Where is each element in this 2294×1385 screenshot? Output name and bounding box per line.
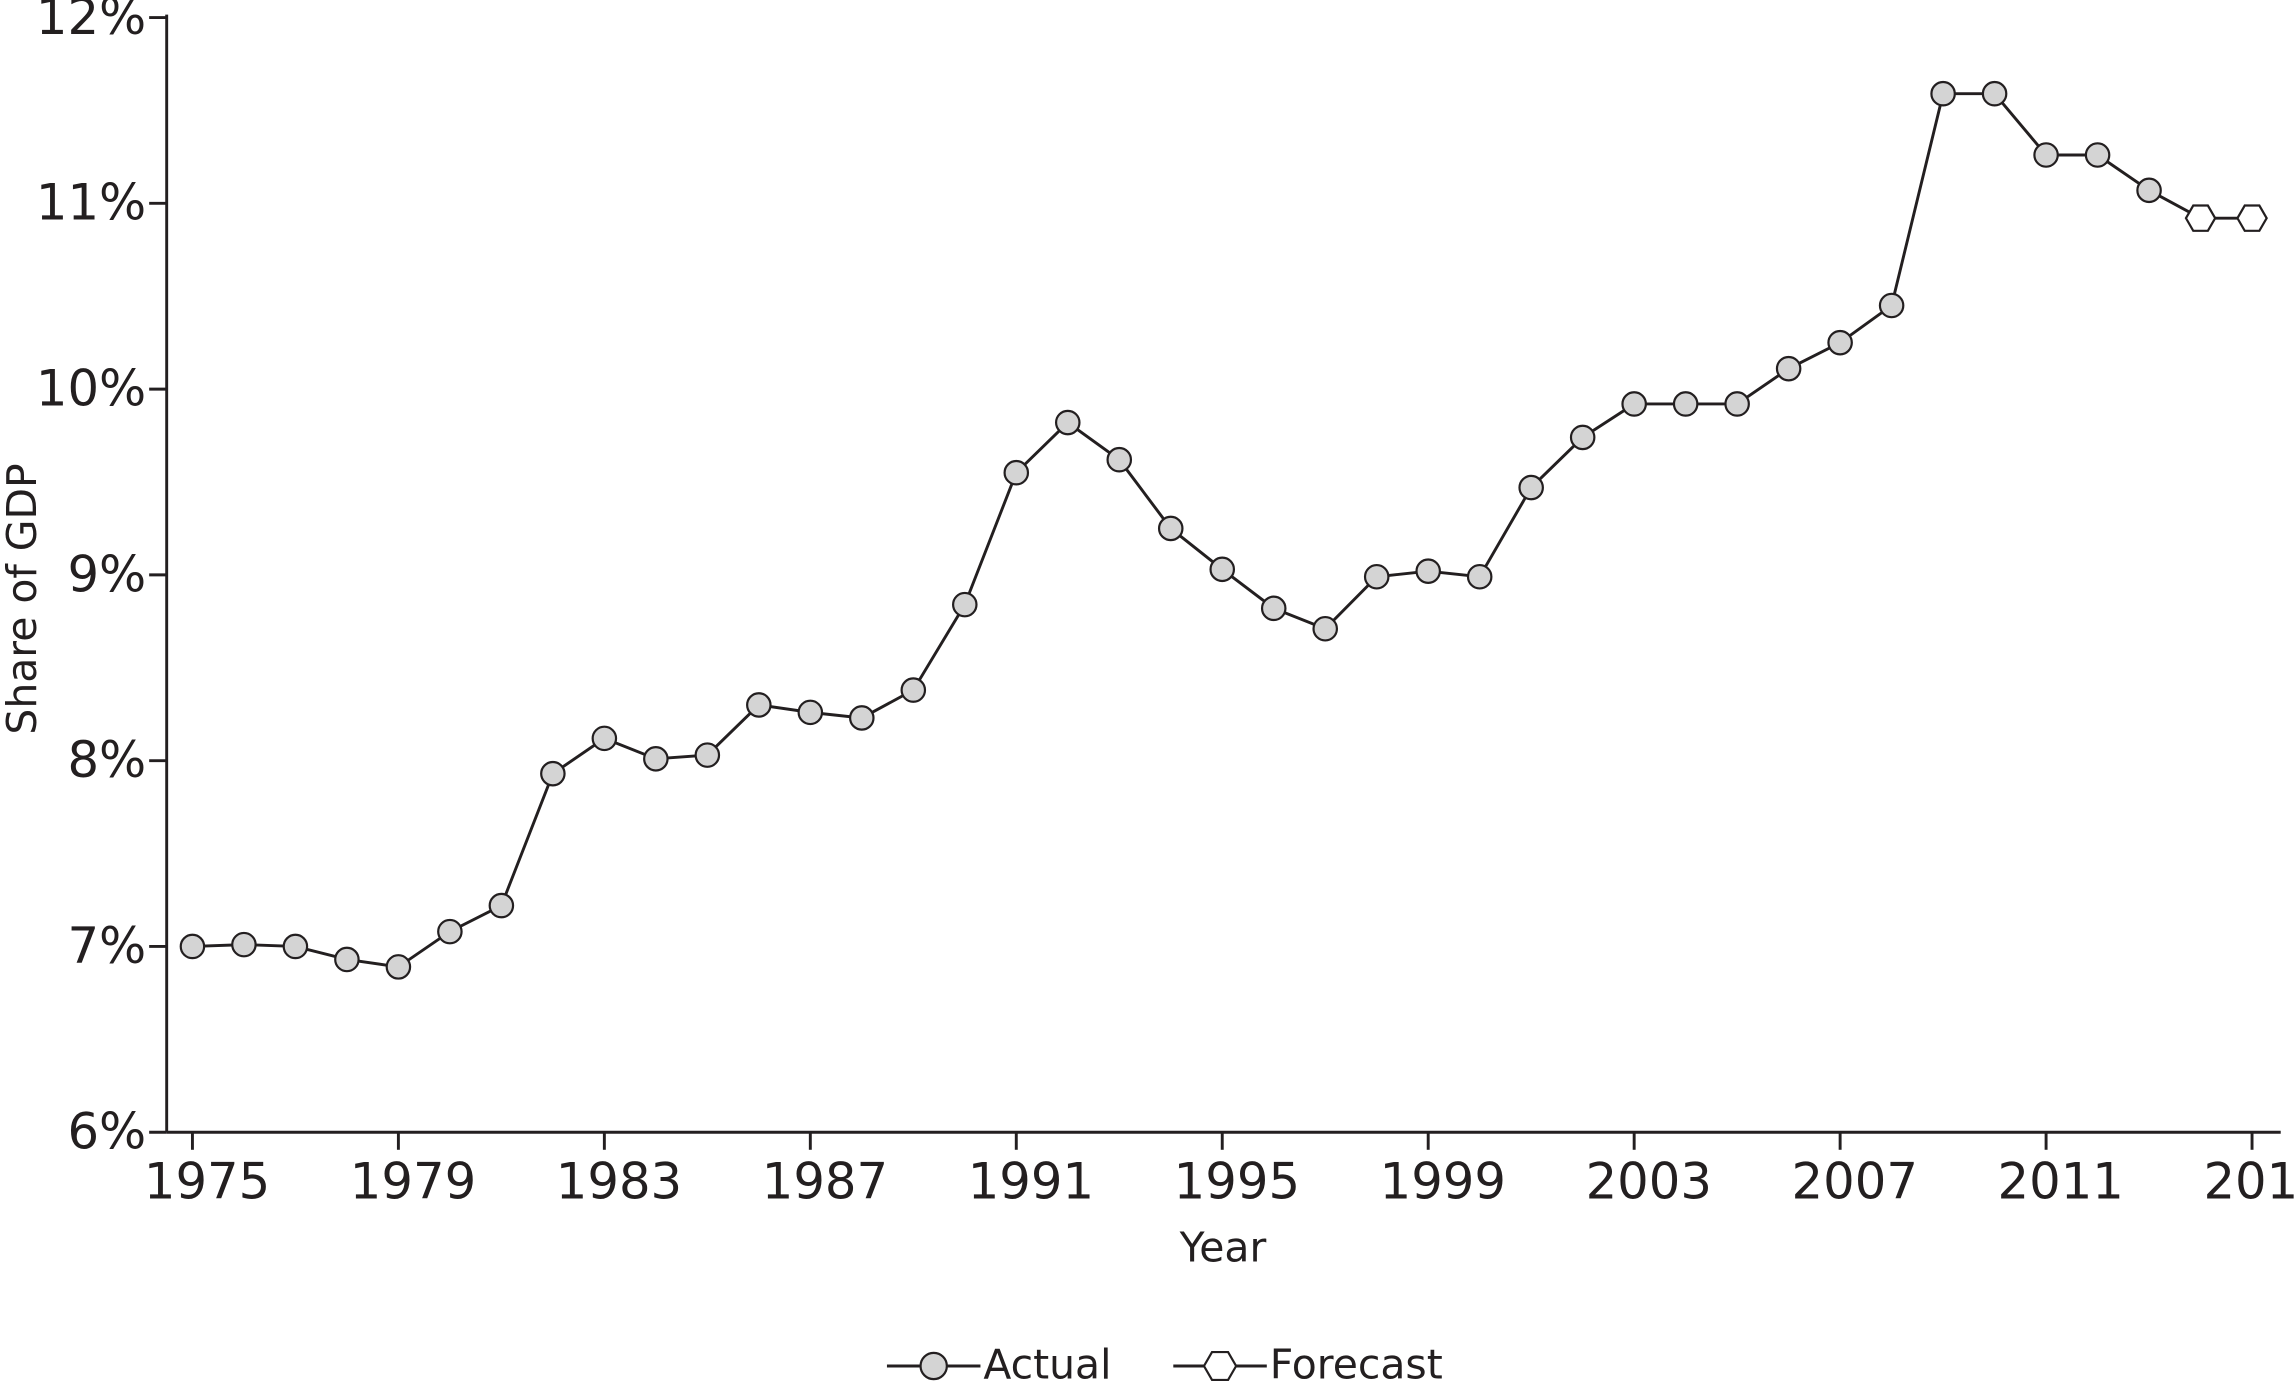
point xyxy=(1827,329,1853,356)
point xyxy=(1466,563,1493,590)
point xyxy=(2084,142,2111,168)
legend-label: Forecast xyxy=(1270,1340,1443,1385)
point xyxy=(1930,80,1956,107)
point xyxy=(1981,80,2008,107)
y-tick-label: 12% xyxy=(36,0,146,46)
x-axis-label: Year xyxy=(1179,1224,1267,1272)
point xyxy=(694,742,721,768)
point xyxy=(1260,595,1287,622)
y-tick-label: 9% xyxy=(67,545,146,603)
x-tick-label: 2015 xyxy=(2203,1152,2294,1210)
x-tick-label: 1983 xyxy=(556,1152,682,1210)
x-tick-label: 1975 xyxy=(144,1152,270,1210)
x-tick-label: 2011 xyxy=(1998,1152,2124,1210)
y-tick-label: 11% xyxy=(36,174,146,232)
point xyxy=(1106,446,1133,473)
x-tick-label: 2003 xyxy=(1586,1152,1712,1210)
point xyxy=(437,918,463,945)
x-tick-label: 1979 xyxy=(350,1152,476,1210)
point xyxy=(952,591,978,618)
point xyxy=(1724,391,1750,417)
x-tick-label: 1995 xyxy=(1174,1152,1300,1210)
point xyxy=(849,705,875,731)
x-tick-label: 2007 xyxy=(1792,1152,1918,1210)
point xyxy=(2236,204,2268,232)
point xyxy=(1003,459,1030,486)
legend-label: Actual xyxy=(983,1340,1111,1385)
point xyxy=(2033,142,2059,168)
point xyxy=(2136,177,2162,204)
y-tick-label: 6% xyxy=(67,1103,146,1161)
point xyxy=(1363,563,1390,590)
y-tick-label: 7% xyxy=(67,917,146,975)
point xyxy=(2184,204,2217,232)
legend-marker xyxy=(919,1351,948,1381)
point xyxy=(1415,558,1441,584)
point xyxy=(1312,615,1339,642)
point xyxy=(746,692,772,718)
point xyxy=(488,892,515,919)
legend-marker xyxy=(1202,1350,1238,1382)
x-tick-label: 1991 xyxy=(968,1152,1094,1210)
point xyxy=(540,760,566,787)
point xyxy=(1518,474,1544,501)
point xyxy=(231,931,257,958)
point xyxy=(179,933,206,960)
y-axis-label: Share of GDP xyxy=(0,463,46,734)
point xyxy=(1569,424,1596,451)
point xyxy=(1054,409,1081,436)
y-tick-label: 10% xyxy=(36,360,146,418)
x-tick-label: 1999 xyxy=(1380,1152,1506,1210)
point xyxy=(591,725,618,752)
point xyxy=(643,746,669,772)
point xyxy=(1621,391,1647,417)
point xyxy=(900,677,927,703)
point xyxy=(334,946,360,973)
point xyxy=(1209,556,1236,583)
point xyxy=(1157,515,1184,542)
x-tick-label: 1987 xyxy=(762,1152,888,1210)
point xyxy=(1775,355,1802,382)
point xyxy=(797,699,824,726)
y-tick-label: 8% xyxy=(67,731,146,789)
point xyxy=(1672,391,1699,417)
point xyxy=(385,954,412,980)
point xyxy=(282,933,309,960)
point xyxy=(1878,292,1905,319)
